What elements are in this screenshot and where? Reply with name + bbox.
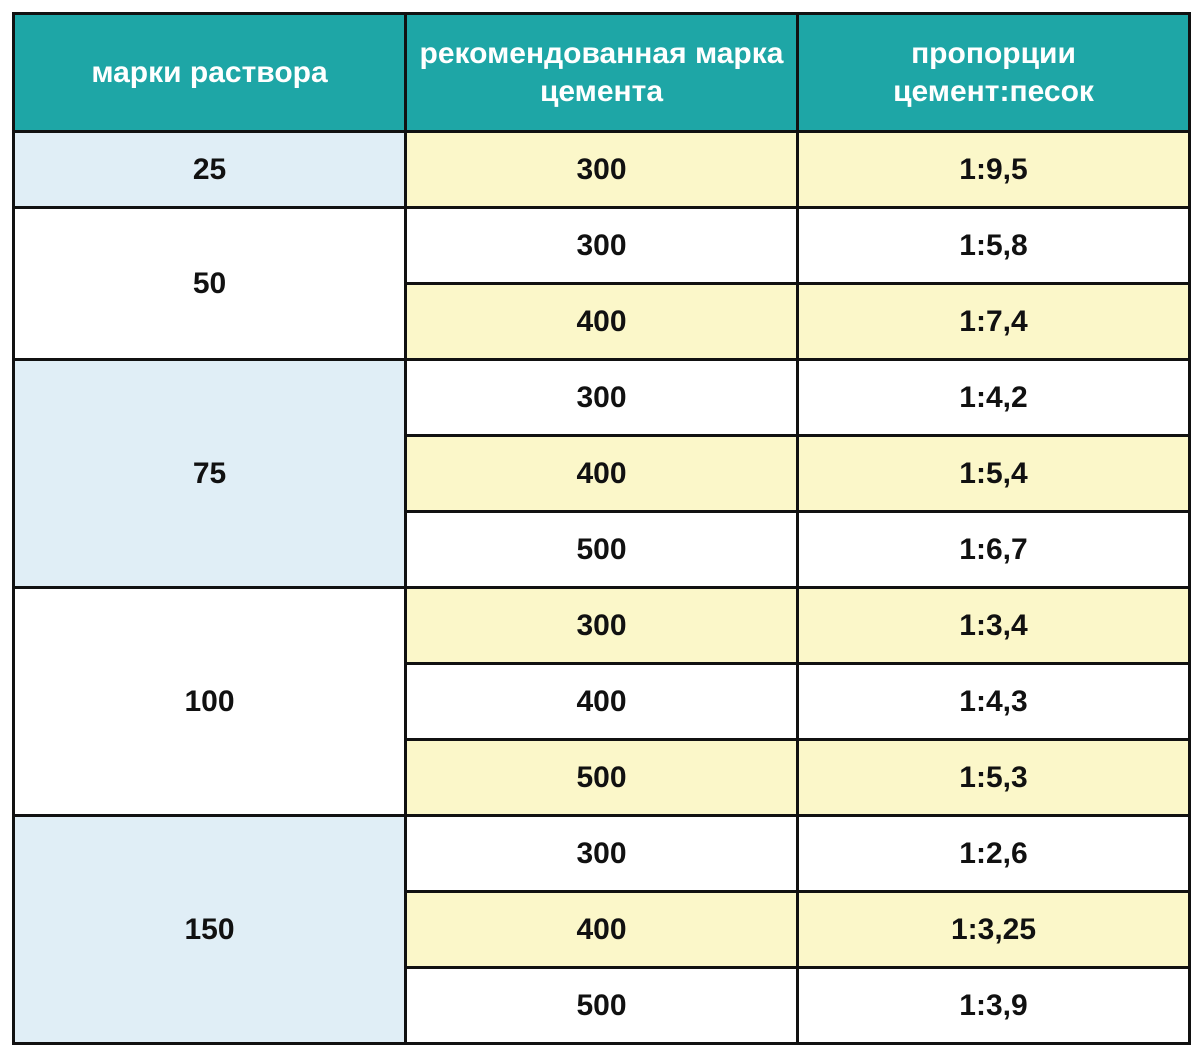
cement-grade-cell: 400 [406,436,798,512]
ratio-cell: 1:5,4 [798,436,1190,512]
table-body: 25 300 1:9,5 50 300 1:5,8 400 1:7,4 75 3… [14,132,1190,1044]
ratio-cell: 1:6,7 [798,512,1190,588]
cement-grade-cell: 300 [406,588,798,664]
ratio-cell: 1:4,3 [798,664,1190,740]
mortar-grade-cell: 25 [14,132,406,208]
cement-grade-cell: 300 [406,208,798,284]
ratio-cell: 1:3,25 [798,892,1190,968]
col-header-cement-grade: рекомендованная марка цемента [406,14,798,132]
cement-grade-cell: 400 [406,892,798,968]
cement-ratio-table: марки раствора рекомендованная марка цем… [12,12,1191,1045]
cement-grade-cell: 300 [406,816,798,892]
table-row: 150 300 1:2,6 [14,816,1190,892]
mortar-grade-cell: 50 [14,208,406,360]
ratio-cell: 1:9,5 [798,132,1190,208]
ratio-cell: 1:3,4 [798,588,1190,664]
mortar-grade-cell: 150 [14,816,406,1044]
ratio-cell: 1:5,8 [798,208,1190,284]
table-row: 25 300 1:9,5 [14,132,1190,208]
ratio-cell: 1:5,3 [798,740,1190,816]
cement-grade-cell: 300 [406,132,798,208]
mortar-grade-cell: 75 [14,360,406,588]
col-header-mortar-grade: марки раствора [14,14,406,132]
cement-grade-cell: 500 [406,740,798,816]
table-row: 50 300 1:5,8 [14,208,1190,284]
table-row: 75 300 1:4,2 [14,360,1190,436]
table-header-row: марки раствора рекомендованная марка цем… [14,14,1190,132]
cement-grade-cell: 300 [406,360,798,436]
ratio-cell: 1:2,6 [798,816,1190,892]
ratio-cell: 1:3,9 [798,968,1190,1044]
ratio-cell: 1:7,4 [798,284,1190,360]
mortar-grade-cell: 100 [14,588,406,816]
ratio-cell: 1:4,2 [798,360,1190,436]
cement-grade-cell: 400 [406,664,798,740]
table-row: 100 300 1:3,4 [14,588,1190,664]
cement-grade-cell: 500 [406,512,798,588]
cement-grade-cell: 500 [406,968,798,1044]
col-header-ratio: пропорции цемент:песок [798,14,1190,132]
cement-grade-cell: 400 [406,284,798,360]
